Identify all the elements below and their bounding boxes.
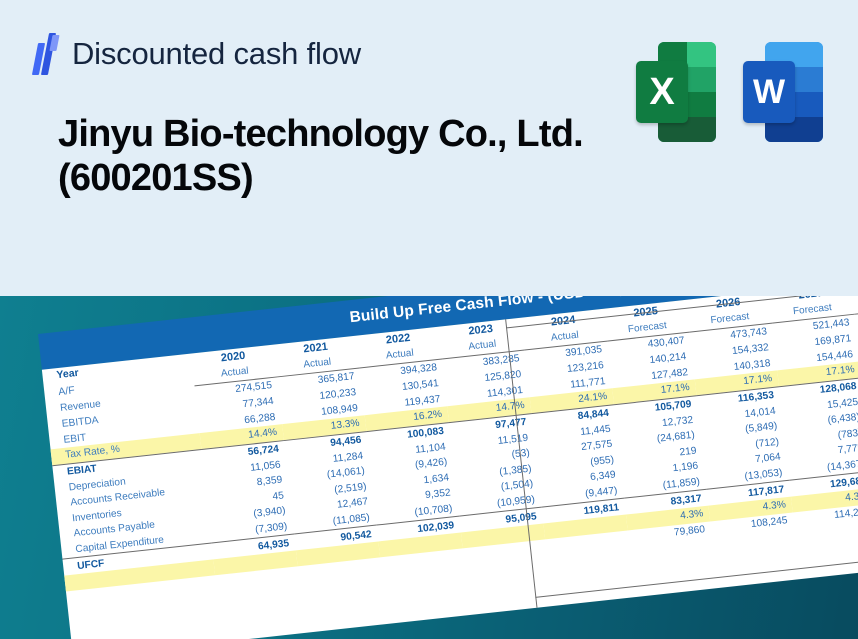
teal-background: Build Up Free Cash Flow - (USD 'MM) Year… [0, 296, 858, 639]
excel-icon-letter: X [636, 61, 688, 123]
word-icon-letter: W [743, 61, 795, 123]
brand-name: Discounted cash flow [72, 36, 361, 71]
column-header-af-2028: Forecast [852, 296, 858, 315]
word-icon: W [743, 42, 823, 142]
financial-slide: Build Up Free Cash Flow - (USD 'MM) Year… [38, 296, 858, 639]
excel-icon: X [636, 42, 716, 142]
office-icon-group: X W [636, 42, 823, 142]
brand-logo: Discounted cash flow [31, 33, 361, 75]
page-title: Jinyu Bio-technology Co., Ltd. (600201SS… [58, 113, 584, 200]
header-panel: Discounted cash flow Jinyu Bio-technolog… [0, 0, 858, 296]
discounted-cash-flow-logo-icon [31, 33, 60, 75]
